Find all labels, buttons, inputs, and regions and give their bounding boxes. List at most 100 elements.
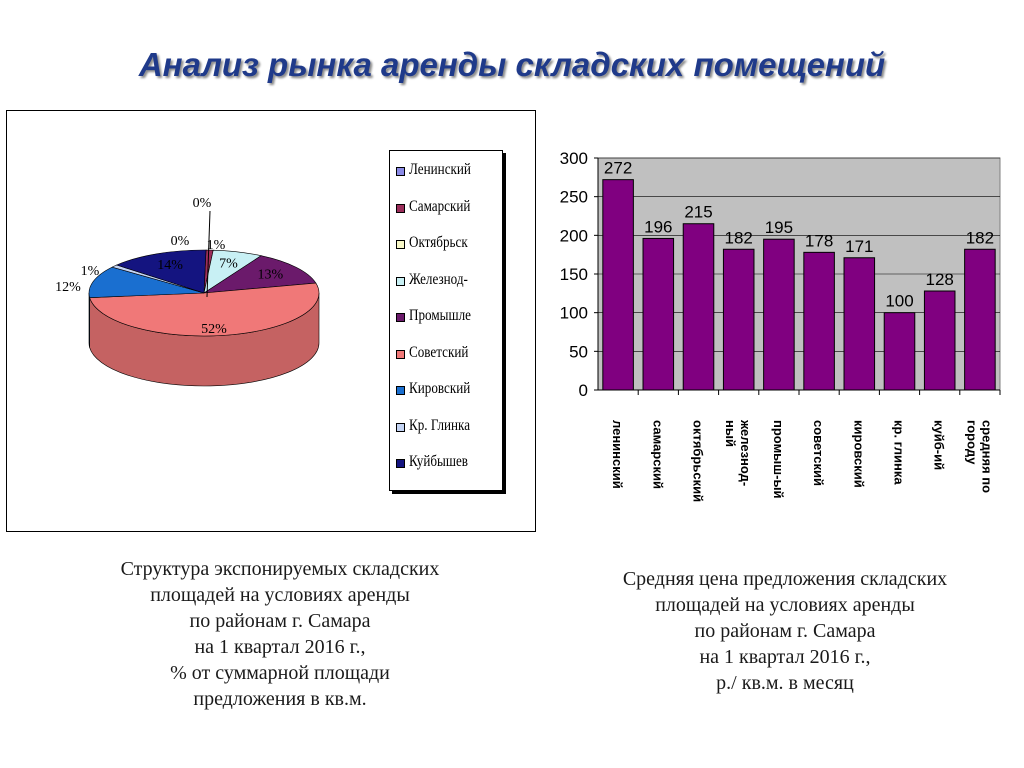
pie-value-label: 13% xyxy=(257,267,283,282)
x-tick-label: ленинский xyxy=(610,420,625,489)
legend-item: Самарский xyxy=(390,198,502,218)
bar-caption-line: площадей на условиях аренды xyxy=(655,594,915,616)
bar-chart: 0 50 100 150 200 250 300 272 ленинский 196 самарск… xyxy=(560,149,1001,502)
legend-item: Ленинский xyxy=(390,161,502,181)
page-title: Анализ рынка аренды складских помещений xyxy=(138,46,886,83)
pie-caption-line: Структура экспонируемых складских xyxy=(120,558,440,580)
y-tick-label: 150 xyxy=(560,265,588,284)
bar-value-label: 195 xyxy=(765,218,793,237)
pie-value-label: 52% xyxy=(201,322,227,337)
legend-swatch xyxy=(396,349,405,359)
legend-item: Куйбышев xyxy=(390,453,502,473)
pie-caption-line: по районам г. Самара xyxy=(189,610,371,632)
pie-slice-side xyxy=(88,292,90,348)
x-tick-label-line: средняя по xyxy=(979,420,994,493)
legend-label: Ленинский xyxy=(409,161,471,178)
legend-item: Кировский xyxy=(390,380,502,400)
bar xyxy=(722,248,755,391)
legend-swatch xyxy=(396,459,405,468)
legend-label: Советский xyxy=(409,343,469,361)
legend-label: Самарский xyxy=(409,197,471,215)
bar-value-label: 171 xyxy=(845,237,873,256)
legend-item: Железнод- xyxy=(390,271,502,291)
x-tick-label-line: железнод- xyxy=(738,419,753,486)
x-tick-label-line: самарский xyxy=(650,420,665,489)
bar xyxy=(642,237,675,391)
bar xyxy=(883,312,916,391)
x-tick-label: советский xyxy=(811,420,826,486)
legend-label: Кировский xyxy=(409,380,471,397)
legend-item: Советский xyxy=(390,344,502,364)
x-tick-label: кр. глинка xyxy=(892,420,907,485)
x-tick-label: самарский xyxy=(650,420,665,489)
x-tick-label: октябрьский xyxy=(691,420,706,502)
bar xyxy=(602,179,634,391)
pie-leader-line xyxy=(206,210,211,298)
pie-slice xyxy=(89,282,320,337)
x-tick-label: железнод-ный xyxy=(723,419,753,486)
pie-value-label: 1% xyxy=(207,238,226,253)
legend-label: Железнод- xyxy=(409,270,468,288)
y-tick-label: 50 xyxy=(569,342,588,361)
x-tick-label: кировский xyxy=(851,420,866,488)
x-tick-label-line: октябрьский xyxy=(691,420,706,502)
legend-label: Октябрьск xyxy=(409,234,468,251)
pie-slice xyxy=(203,255,317,294)
y-tick-label: 100 xyxy=(560,304,588,323)
bar-caption-line: Средняя цена предложения складских xyxy=(622,568,948,590)
bar-value-label: 215 xyxy=(684,203,712,222)
bar xyxy=(682,223,715,391)
y-tick-label: 300 xyxy=(560,149,588,168)
legend-swatch xyxy=(396,203,405,213)
x-tick-label: промыш-ый xyxy=(771,420,786,499)
pie-value-label: 1% xyxy=(81,264,100,279)
legend-swatch xyxy=(396,240,405,249)
x-tick-label-line: кр. глинка xyxy=(892,420,907,485)
x-tick-label-line: городу xyxy=(964,420,979,465)
legend-item: Октябрьск xyxy=(390,234,502,254)
pie-caption-line: предложения в кв.м. xyxy=(193,688,367,710)
pie-chart: 0%1%0%7%13%52%12%1% 14% xyxy=(55,196,320,387)
legend-label: Кр. Глинка xyxy=(409,416,471,434)
x-tick-label: куйб-ий xyxy=(932,420,947,470)
legend-label: Промышле xyxy=(409,307,471,324)
x-tick-label-line: кировский xyxy=(851,420,866,488)
pie-caption-line: на 1 квартал 2016 г., xyxy=(194,636,366,658)
bar-value-label: 178 xyxy=(805,231,833,250)
bar-value-label: 100 xyxy=(885,292,913,311)
pie-value-label: 7% xyxy=(219,256,238,271)
bar-caption: Средняя цена предложения складских площа… xyxy=(540,566,1024,696)
pie-value-label: 14% xyxy=(157,258,183,273)
legend-swatch xyxy=(396,167,405,176)
x-tick-label-line: промыш-ый xyxy=(771,420,786,499)
bar-value-label: 128 xyxy=(926,270,954,289)
bar xyxy=(923,290,956,391)
legend-swatch xyxy=(396,276,405,286)
x-tick-label-line: советский xyxy=(811,420,826,486)
bar xyxy=(763,238,795,391)
y-tick-label: 0 xyxy=(579,381,588,400)
legend-item: Промышле xyxy=(390,307,502,327)
legend-label: Куйбышев xyxy=(409,453,468,470)
y-tick-label: 250 xyxy=(560,188,588,207)
bar xyxy=(843,257,876,391)
bar-value-label: 272 xyxy=(604,159,632,178)
bar xyxy=(803,251,835,391)
x-tick-label-line: куйб-ий xyxy=(932,420,947,470)
legend-swatch xyxy=(396,386,405,395)
bar-caption-line: на 1 квартал 2016 г., xyxy=(699,646,871,668)
bar-value-label: 182 xyxy=(725,228,753,247)
pie-caption-line: площадей на условиях аренды xyxy=(150,584,410,606)
pie-caption: Структура экспонируемых складских площад… xyxy=(40,556,520,712)
pie-value-label: 0% xyxy=(193,196,212,211)
bar-value-label: 182 xyxy=(966,228,994,247)
pie-legend: Ленинский Самарский Октябрьск Железнод- Пром… xyxy=(389,150,503,491)
legend-swatch xyxy=(396,313,405,322)
x-tick-label-line: ный xyxy=(723,420,738,447)
pie-slice xyxy=(88,266,205,298)
pie-slice xyxy=(115,249,207,294)
y-tick-label: 200 xyxy=(560,226,588,245)
pie-caption-line: % от суммарной площади xyxy=(170,662,390,684)
legend-item: Кр. Глинка xyxy=(390,417,502,437)
